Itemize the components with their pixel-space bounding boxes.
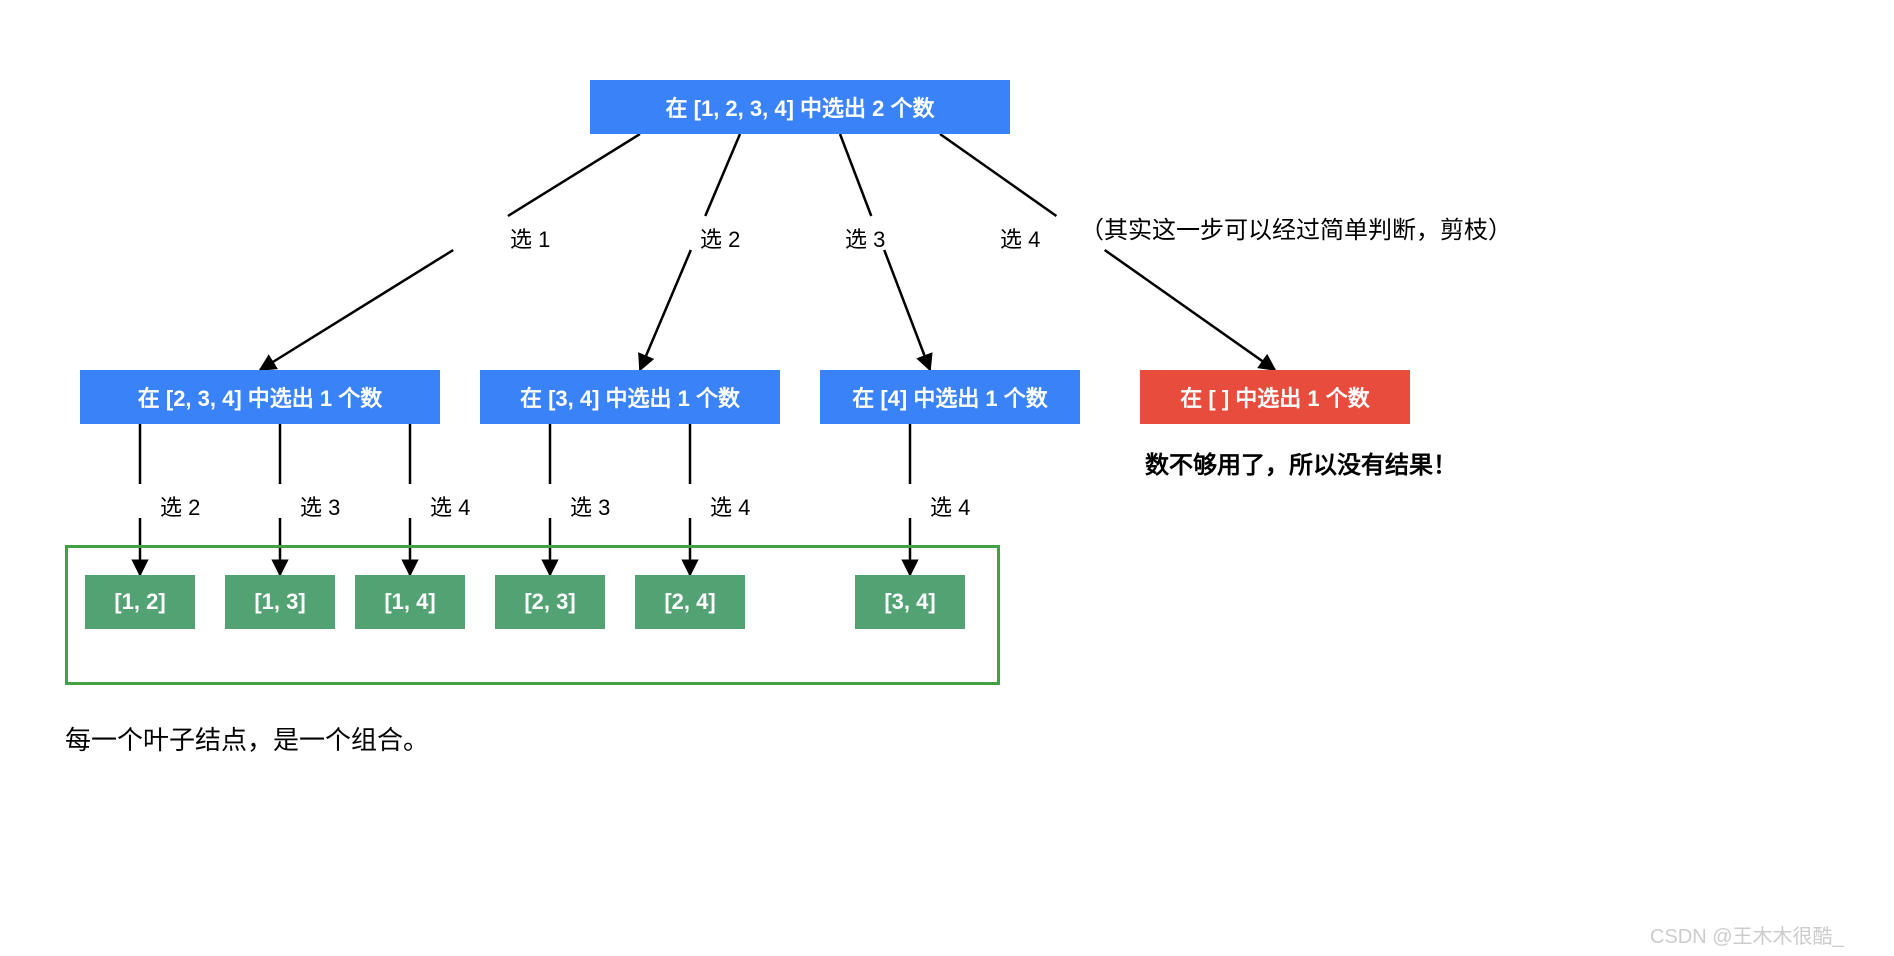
annotation-anno_prune: （其实这一步可以经过简单判断，剪枝） — [1080, 210, 1512, 245]
annotation-anno_empty: 数不够用了，所以没有结果！ — [1145, 445, 1457, 480]
node-l12: [1, 2] — [85, 575, 195, 629]
node-n2: 在 [3, 4] 中选出 1 个数 — [480, 370, 780, 424]
edge-label: 选 3 — [845, 222, 885, 254]
edge-label: 选 4 — [710, 490, 750, 522]
edge-label: 选 4 — [930, 490, 970, 522]
edge-label: 选 3 — [570, 490, 610, 522]
edge-label: 选 2 — [700, 222, 740, 254]
edges-layer — [0, 0, 1894, 956]
node-l23: [2, 3] — [495, 575, 605, 629]
annotation-caption: 每一个叶子结点，是一个组合。 — [65, 720, 429, 757]
node-l14: [1, 4] — [355, 575, 465, 629]
node-n3: 在 [4] 中选出 1 个数 — [820, 370, 1080, 424]
node-l24: [2, 4] — [635, 575, 745, 629]
diagram-canvas: 在 [1, 2, 3, 4] 中选出 2 个数在 [2, 3, 4] 中选出 1… — [0, 0, 1894, 956]
edge-label: 选 4 — [1000, 222, 1040, 254]
edge-label: 选 4 — [430, 490, 470, 522]
node-l34: [3, 4] — [855, 575, 965, 629]
edge-label: 选 3 — [300, 490, 340, 522]
node-l13: [1, 3] — [225, 575, 335, 629]
edge-label: 选 2 — [160, 490, 200, 522]
watermark: CSDN @王木木很酷_ — [1650, 920, 1844, 949]
node-n1: 在 [2, 3, 4] 中选出 1 个数 — [80, 370, 440, 424]
node-n4: 在 [ ] 中选出 1 个数 — [1140, 370, 1410, 424]
edge-label: 选 1 — [510, 222, 550, 254]
node-root: 在 [1, 2, 3, 4] 中选出 2 个数 — [590, 80, 1010, 134]
